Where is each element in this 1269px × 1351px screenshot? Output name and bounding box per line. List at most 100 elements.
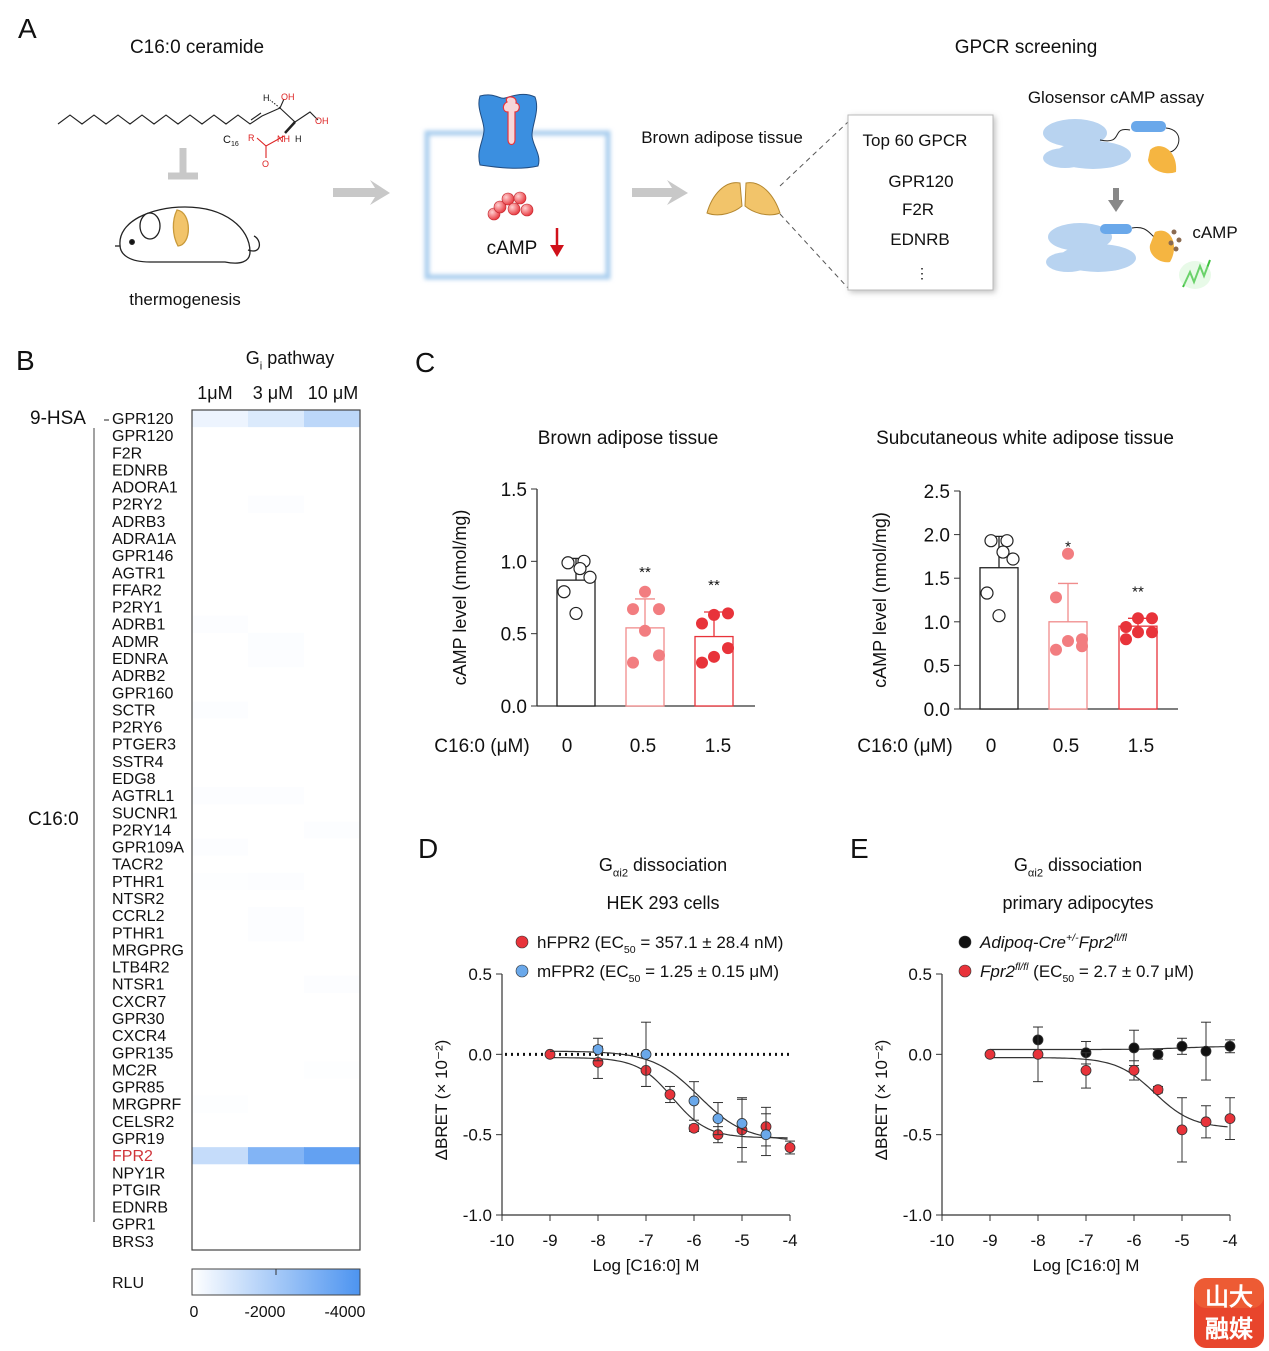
x-tick-label: 0	[986, 736, 997, 757]
heatmap-cell	[304, 924, 361, 942]
mouse-icon	[115, 206, 260, 264]
row-label: ADRA1A	[112, 531, 176, 548]
heatmap-cell	[248, 1027, 305, 1045]
row-label: EDNRB	[112, 1200, 168, 1217]
data-point	[627, 656, 639, 669]
heatmap-cell	[248, 735, 305, 754]
row-label: PTHR1	[112, 925, 165, 942]
row-label: BRS3	[112, 1234, 154, 1251]
data-point	[1176, 1124, 1188, 1136]
heatmap-cell	[192, 890, 249, 908]
heatmap-cell	[192, 615, 249, 634]
y-tick-label: -1.0	[463, 1206, 492, 1225]
heatmap-cell	[192, 958, 249, 977]
row-label: CXCR7	[112, 994, 166, 1011]
heatmap-cell	[248, 752, 305, 771]
heatmap-cell	[192, 907, 249, 925]
thermogenesis-label: thermogenesis	[129, 290, 241, 309]
chart-title: Gαi2 dissociation	[599, 855, 727, 879]
y-tick-label: 0.0	[924, 700, 950, 721]
double-bond	[250, 112, 262, 121]
data-point	[1224, 1113, 1236, 1124]
data-point	[561, 556, 575, 570]
box-title: Top 60 GPCR	[863, 131, 968, 150]
chart-title: Subcutaneous white adipose tissue	[876, 428, 1174, 449]
row-label: TACR2	[112, 857, 163, 874]
heatmap-cell	[304, 838, 361, 857]
data-point	[1062, 634, 1074, 647]
x-tick-label: 0.5	[1053, 736, 1079, 757]
row-label: NTSR1	[112, 977, 165, 994]
heatmap-cell	[192, 872, 249, 891]
x-axis-label: Log [C16:0] M	[593, 1256, 700, 1275]
heatmap-cell	[304, 804, 361, 822]
data-point	[1080, 1065, 1092, 1076]
heatmap-cell	[248, 1078, 305, 1097]
data-point	[640, 1048, 652, 1060]
heatmap-cell	[304, 1215, 361, 1234]
data-point	[722, 607, 734, 620]
data-point	[712, 1113, 724, 1124]
heatmap-cell	[304, 581, 361, 600]
brown-adipose-label: Brown adipose tissue	[641, 128, 803, 147]
heatmap-cell	[192, 1095, 249, 1114]
y-tick-label: 0.0	[468, 1045, 492, 1064]
legend-marker	[515, 964, 529, 978]
arrow-right-icon	[632, 180, 688, 205]
heatmap-cell	[192, 632, 249, 651]
heatmap-cell	[304, 495, 361, 514]
heatmap-cell	[304, 890, 361, 908]
cell-diagram: cAMP	[424, 93, 611, 280]
column-header: 3 μM	[253, 383, 293, 403]
data-point	[1152, 1084, 1164, 1096]
watermark-text: 山大	[1205, 1284, 1253, 1311]
data-point	[708, 650, 720, 663]
row-label: AGTR1	[112, 565, 165, 582]
heatmap-cell	[248, 598, 305, 617]
data-point	[722, 642, 734, 655]
row-label: GPR135	[112, 1045, 173, 1062]
heatmap-cell	[248, 958, 305, 977]
data-point	[996, 545, 1010, 559]
ceramide-title: C16:0 ceramide	[130, 37, 264, 58]
row-label: LTB4R2	[112, 960, 170, 977]
heatmap-cell	[192, 787, 249, 805]
heatmap-cell	[192, 941, 249, 960]
heatmap-cell	[192, 821, 249, 840]
heatmap-cell	[304, 1181, 361, 1200]
text-span: fl/fl	[1114, 932, 1128, 944]
panel-c-white-adipose-chart: Subcutaneous white adipose tissue cAMP le…	[857, 428, 1178, 757]
y-tick-label: 1.5	[924, 569, 950, 590]
heatmap-cell	[248, 821, 305, 840]
text-span: Adipoq-Cre	[979, 933, 1066, 952]
heatmap-cell	[192, 838, 249, 857]
panel-label-e: E	[850, 833, 869, 864]
data-point	[1120, 633, 1132, 646]
heatmap-cell	[192, 735, 249, 754]
heatmap-cell	[248, 650, 305, 668]
fatty-chain	[57, 107, 319, 125]
heatmap-cell	[248, 838, 305, 857]
colorbar-tick-label: -4000	[325, 1304, 366, 1321]
heatmap-cell	[192, 1181, 249, 1200]
heatmap-cell	[248, 684, 305, 702]
heatmap-cell	[192, 718, 249, 737]
x-axis-label: Log [C16:0] M	[1033, 1256, 1140, 1275]
heatmap-cell	[192, 650, 249, 668]
panel-e-dose-response-chart: Gαi2 dissociation primary adipocytes -1.0 -…	[872, 855, 1238, 1275]
data-point	[592, 1044, 604, 1055]
data-point	[1132, 626, 1144, 639]
panel-label-c: C	[415, 347, 435, 378]
heatmap-cell	[192, 1198, 249, 1217]
text-span: i	[260, 360, 262, 372]
group-label-c16: C16:0	[28, 809, 79, 830]
row-label: PTHR1	[112, 874, 165, 891]
heatmap-cell	[192, 1112, 249, 1131]
row-label: PTGER3	[112, 737, 176, 754]
colorbar-label: RLU	[112, 1275, 144, 1292]
row-label: AGTRL1	[112, 788, 174, 805]
heatmap-cell	[192, 1232, 249, 1251]
heatmap-cell	[248, 581, 305, 600]
text-span: +/-	[1066, 932, 1079, 944]
data-point	[653, 649, 665, 662]
